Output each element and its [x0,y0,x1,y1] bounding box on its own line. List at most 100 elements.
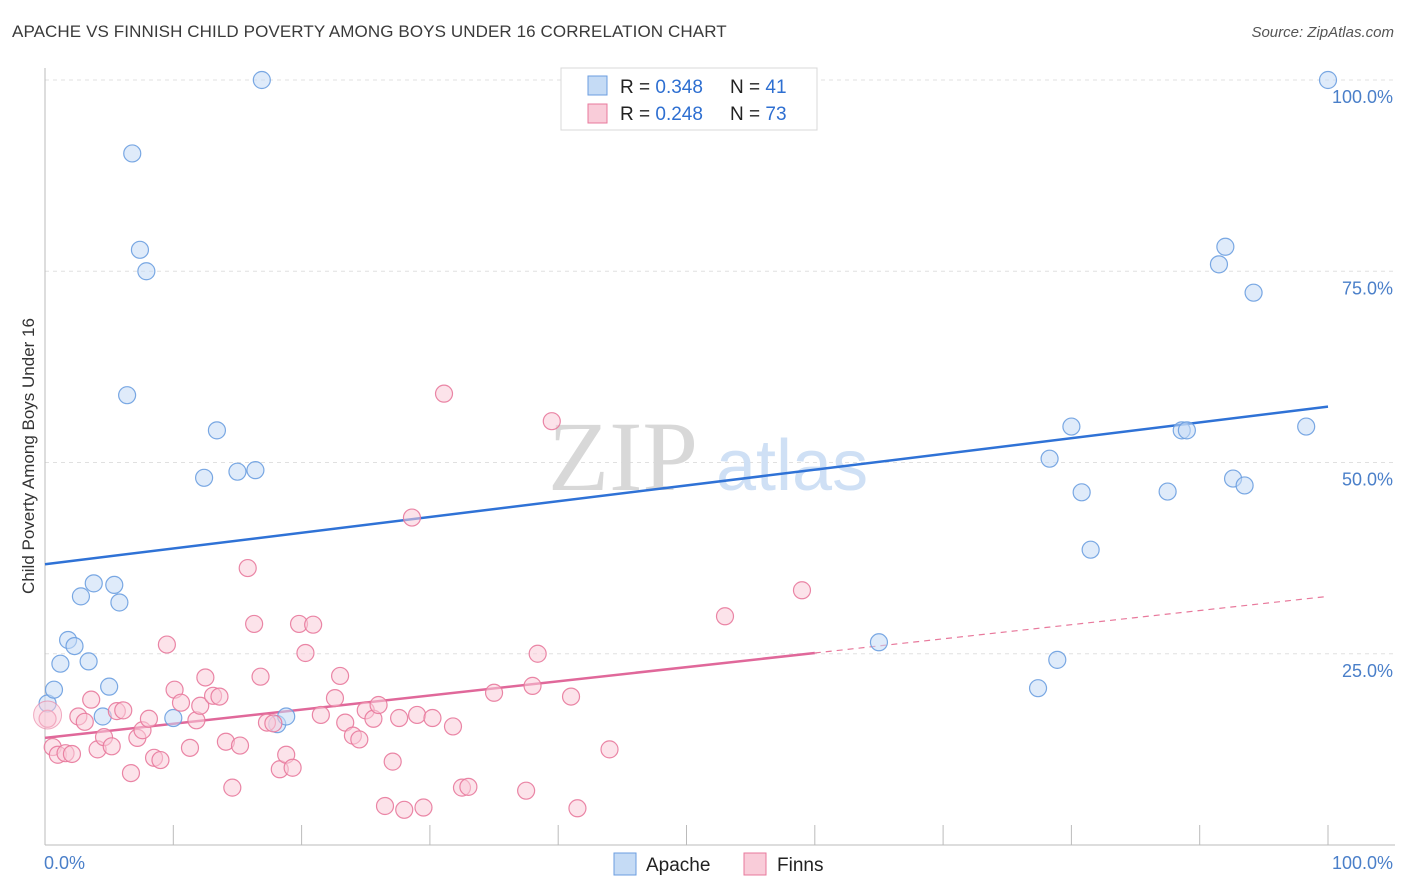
point-apache[interactable] [1040,449,1059,468]
point-apache[interactable] [1244,283,1263,302]
data-points[interactable] [33,70,1338,819]
y-tick-label: 75.0% [1342,278,1393,298]
point-apache[interactable] [194,468,214,487]
legend-n-label-apache: N = [730,77,765,98]
point-apache[interactable] [252,70,271,90]
legend-r-value-apache: 0.348 [655,77,703,98]
point-apache[interactable] [51,654,70,673]
point-apache[interactable] [1216,237,1235,256]
point-apache[interactable] [246,461,265,480]
point-finns[interactable] [568,799,587,818]
point-apache[interactable] [71,587,91,606]
legend-swatch-finns [587,103,608,124]
point-apache[interactable] [1072,483,1091,502]
source-label: Source: ZipAtlas.com [1251,24,1394,41]
point-apache[interactable] [65,636,84,656]
point-finns[interactable] [180,738,200,757]
point-apache[interactable] [110,593,129,612]
point-finns[interactable] [304,615,323,634]
point-apache[interactable] [79,652,98,671]
x-tick-label-max: 100.0% [1332,853,1393,873]
point-apache[interactable] [1028,679,1048,698]
legend-r-label-apache: R = [620,77,655,98]
point-finns[interactable] [223,778,242,797]
point-finns[interactable] [395,800,414,819]
point-finns[interactable] [423,708,442,728]
point-finns[interactable] [350,730,369,749]
point-apache[interactable] [130,240,150,259]
point-finns[interactable] [715,607,735,626]
point-finns[interactable] [383,752,402,771]
svg-text:N = 41: N = 41 [730,77,787,98]
point-finns[interactable] [600,740,619,759]
point-finns[interactable] [407,705,427,725]
point-apache[interactable] [123,144,142,163]
point-finns[interactable] [121,763,141,783]
point-apache[interactable] [228,462,247,481]
point-finns[interactable] [561,687,581,706]
point-apache[interactable] [869,633,889,652]
y-tick-label: 50.0% [1342,470,1393,490]
point-finns[interactable] [484,683,504,702]
point-finns[interactable] [157,635,176,654]
point-apache[interactable] [1235,476,1254,495]
point-finns[interactable] [390,708,409,728]
point-finns[interactable] [151,750,170,770]
legend-n-label-finns: N = [730,104,765,125]
point-finns[interactable] [230,736,250,755]
point-finns[interactable] [264,714,283,733]
point-finns[interactable] [296,643,315,663]
point-apache[interactable] [137,262,156,281]
legend-n-value-finns: 73 [765,104,786,125]
point-finns[interactable] [311,705,330,725]
point-finns[interactable] [196,668,215,687]
point-finns[interactable] [325,689,345,708]
point-finns[interactable] [443,717,463,736]
point-finns[interactable] [171,693,191,712]
point-finns[interactable] [102,737,121,756]
y-axis-title: Child Poverty Among Boys Under 16 [19,318,38,594]
point-apache[interactable] [1081,540,1100,559]
point-apache[interactable] [84,574,103,593]
point-apache[interactable] [1158,482,1177,501]
point-apache[interactable] [100,677,119,696]
bottom-legend-finns: Finns [777,855,823,876]
point-finns[interactable] [139,709,159,728]
point-finns-cluster [33,700,63,730]
point-apache[interactable] [118,386,137,405]
point-finns[interactable] [114,701,133,720]
point-apache[interactable] [44,680,64,699]
point-apache[interactable] [1297,417,1316,436]
point-apache[interactable] [1048,650,1067,669]
point-finns[interactable] [245,614,264,634]
point-apache[interactable] [164,708,183,728]
point-finns[interactable] [369,695,388,715]
point-finns[interactable] [414,798,433,817]
point-apache[interactable] [1318,70,1338,90]
point-apache[interactable] [207,421,227,440]
point-finns[interactable] [792,581,812,600]
point-finns[interactable] [459,777,478,796]
point-apache[interactable] [105,575,124,595]
point-finns[interactable] [62,744,82,764]
point-finns[interactable] [191,696,210,715]
point-apache[interactable] [1177,421,1196,440]
point-apache[interactable] [1062,417,1081,436]
point-finns[interactable] [283,758,302,777]
point-finns[interactable] [517,781,536,800]
point-finns[interactable] [330,666,350,686]
point-finns[interactable] [402,508,422,527]
legend: R = 0.348 N = 41 R = 0.248 N = 73 [560,67,818,131]
point-finns[interactable] [238,558,257,578]
point-finns[interactable] [434,384,454,403]
point-finns[interactable] [75,712,94,731]
point-finns[interactable] [210,687,229,706]
point-finns[interactable] [82,690,101,709]
point-finns[interactable] [251,667,270,686]
point-finns[interactable] [528,644,547,663]
point-finns[interactable] [375,796,395,816]
point-apache[interactable] [1209,255,1229,274]
point-finns[interactable] [542,412,561,431]
point-finns[interactable] [523,676,542,695]
chart-title: APACHE VS FINNISH CHILD POVERTY AMONG BO… [12,22,727,41]
